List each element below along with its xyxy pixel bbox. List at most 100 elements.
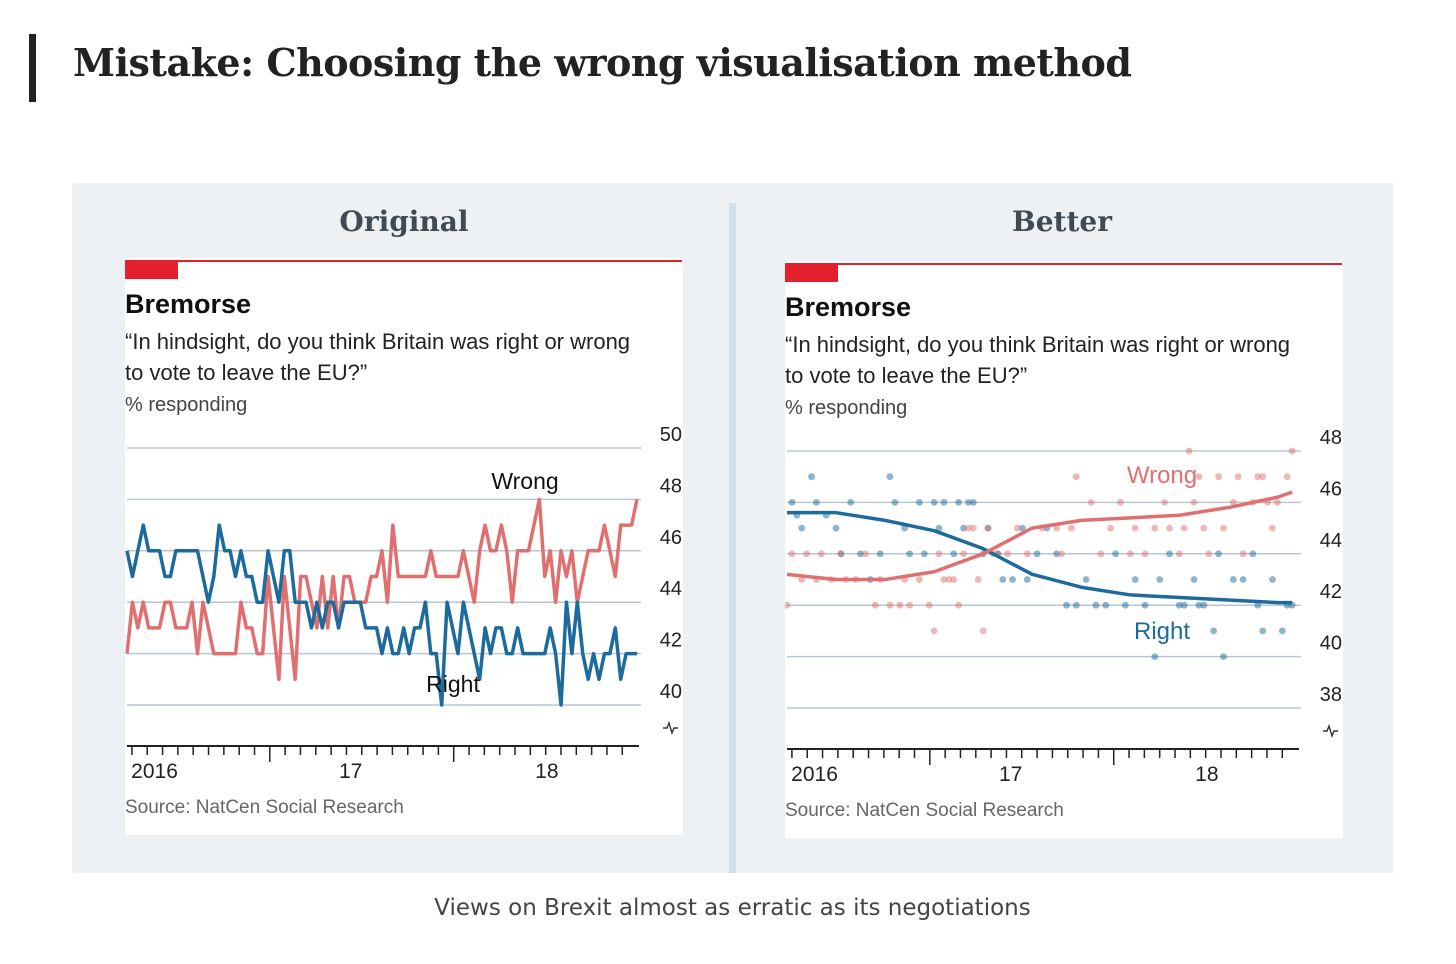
- point-right: [813, 499, 820, 506]
- y-tick-label: 38: [1320, 684, 1342, 706]
- point-right: [1278, 627, 1286, 635]
- point-wrong: [1151, 524, 1159, 532]
- point-wrong: [1126, 550, 1134, 558]
- point-right: [1102, 601, 1110, 609]
- source-note: Source: NatCen Social Research: [785, 800, 1064, 821]
- point-right: [891, 499, 899, 506]
- point-right: [960, 524, 967, 532]
- x-tick-label: 17: [999, 763, 1022, 786]
- point-right: [969, 499, 977, 506]
- point-right: [1156, 576, 1164, 583]
- point-right: [930, 499, 938, 506]
- point-wrong: [1175, 550, 1183, 558]
- x-tick-label: 2016: [131, 760, 178, 783]
- point-wrong: [862, 550, 869, 558]
- point-wrong: [1229, 499, 1237, 506]
- point-right: [1082, 576, 1090, 583]
- point-wrong: [871, 601, 879, 609]
- point-right: [1195, 601, 1203, 609]
- x-tick-label: 18: [535, 760, 558, 783]
- point-right: [1033, 550, 1041, 558]
- point-wrong: [1107, 524, 1115, 532]
- original-chart-card: Bremorse “In hindsight, do you think Brit…: [125, 258, 683, 835]
- point-right: [1239, 576, 1247, 583]
- point-right: [1151, 653, 1159, 660]
- y-tick-label: 50: [660, 424, 682, 446]
- point-wrong: [1273, 499, 1281, 506]
- point-right: [1053, 550, 1061, 558]
- y-tick-label: 48: [660, 475, 682, 497]
- point-wrong: [1161, 499, 1168, 506]
- point-right: [1269, 576, 1276, 583]
- point-wrong: [930, 627, 938, 635]
- better-chart-card: Bremorse “In hindsight, do you think Brit…: [785, 261, 1343, 838]
- point-right: [1200, 601, 1208, 609]
- point-wrong: [906, 601, 913, 609]
- point-right: [832, 524, 840, 532]
- point-right: [857, 550, 864, 558]
- source-note: Source: NatCen Social Research: [125, 797, 404, 818]
- point-right: [1018, 524, 1026, 532]
- label-wrong: Wrong: [491, 468, 558, 494]
- point-wrong: [1004, 550, 1012, 558]
- y-tick-label: 42: [1320, 581, 1342, 603]
- point-right: [1180, 601, 1188, 609]
- point-wrong: [1087, 499, 1095, 506]
- chart-subtitle-line1: “In hindsight, do you think Britain was …: [785, 332, 1290, 357]
- left-heading: Original: [339, 205, 469, 238]
- point-wrong: [803, 550, 811, 558]
- x-tick-label: 2016: [791, 763, 838, 786]
- point-wrong: [955, 601, 963, 609]
- point-right: [788, 499, 796, 506]
- point-wrong: [1180, 524, 1188, 532]
- label-right: Right: [426, 671, 480, 697]
- point-right: [1259, 627, 1267, 635]
- point-wrong: [1288, 447, 1296, 455]
- point-right: [1072, 601, 1080, 609]
- point-right: [1249, 550, 1257, 558]
- point-wrong: [1053, 524, 1061, 532]
- point-wrong: [1254, 473, 1262, 481]
- accent-tab: [785, 263, 838, 282]
- right-heading: Better: [1012, 205, 1112, 238]
- y-tick-label: 46: [660, 527, 682, 549]
- point-wrong: [1014, 524, 1021, 532]
- point-wrong: [785, 601, 791, 609]
- point-wrong: [940, 576, 948, 583]
- y-tick-label: 44: [660, 578, 682, 600]
- point-wrong: [1200, 524, 1208, 532]
- point-right: [847, 499, 855, 506]
- point-right: [886, 473, 894, 481]
- chart-subtitle-line2: to vote to leave the EU?”: [785, 363, 1027, 388]
- series-line-wrong: [125, 497, 639, 682]
- point-right: [1063, 601, 1070, 609]
- axis-break-icon: [663, 720, 678, 736]
- panel-divider: [729, 203, 736, 873]
- point-right: [1215, 550, 1222, 558]
- point-wrong: [1117, 499, 1124, 506]
- point-right: [999, 576, 1007, 583]
- point-wrong: [965, 524, 972, 532]
- point-wrong: [1141, 550, 1149, 558]
- point-wrong: [1190, 499, 1198, 506]
- point-right: [1175, 601, 1183, 609]
- point-right: [965, 499, 972, 506]
- point-right: [1210, 627, 1218, 635]
- point-wrong: [979, 627, 987, 635]
- point-wrong: [1068, 524, 1075, 532]
- point-right: [940, 499, 948, 506]
- point-right: [916, 499, 923, 506]
- point-wrong: [1220, 524, 1227, 532]
- y-tick-label: 42: [660, 630, 682, 652]
- point-wrong: [1131, 524, 1139, 532]
- point-right: [1131, 576, 1139, 583]
- axis-break-icon: [1323, 723, 1338, 739]
- point-wrong: [837, 550, 845, 558]
- point-wrong: [1234, 473, 1242, 481]
- y-tick-label: 46: [1320, 478, 1342, 500]
- point-right: [920, 550, 928, 558]
- point-right: [1112, 550, 1119, 558]
- x-tick-label: 18: [1195, 763, 1218, 786]
- point-wrong: [974, 576, 982, 583]
- point-wrong: [1185, 447, 1193, 455]
